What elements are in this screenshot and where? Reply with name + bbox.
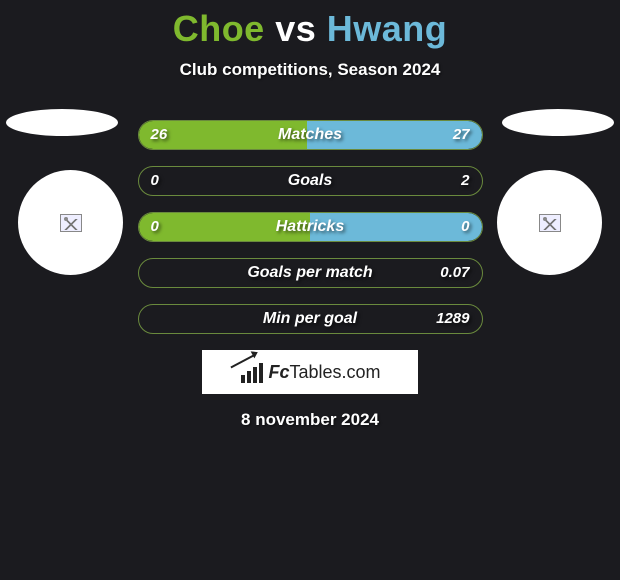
player1-avatar <box>18 170 123 275</box>
image-placeholder-icon <box>539 214 561 232</box>
brand-text: FcTables.com <box>268 362 380 383</box>
stat-value-left: 26 <box>151 121 168 149</box>
stat-bars: Matches2627Goals02Hattricks00Goals per m… <box>138 120 483 334</box>
stat-label: Min per goal <box>139 305 482 333</box>
stat-label: Hattricks <box>139 213 482 241</box>
stat-label: Goals <box>139 167 482 195</box>
stat-label: Goals per match <box>139 259 482 287</box>
stat-value-left: 0 <box>151 167 159 195</box>
player2-name: Hwang <box>327 8 448 49</box>
stat-row: Hattricks0 0 <box>138 212 483 242</box>
date-text: 8 november 2024 <box>0 410 620 430</box>
stat-value-right: 0 <box>461 213 469 241</box>
stat-label: Matches <box>139 121 482 149</box>
stat-value-right: 2 <box>461 167 469 195</box>
subtitle: Club competitions, Season 2024 <box>0 60 620 80</box>
stat-value-right: 0.07 <box>440 259 469 287</box>
stats-container: Matches2627Goals02Hattricks00Goals per m… <box>0 120 620 430</box>
stat-value-right: 27 <box>453 121 470 149</box>
player1-club-ellipse <box>6 109 118 136</box>
image-placeholder-icon <box>60 214 82 232</box>
stat-value-right: 1289 <box>436 305 469 333</box>
stat-value-left: 0 <box>151 213 159 241</box>
stat-row: Min per goal1289 <box>138 304 483 334</box>
player2-club-ellipse <box>502 109 614 136</box>
vs-text: vs <box>275 8 316 49</box>
comparison-title: Choe vs Hwang <box>0 0 620 50</box>
player1-name: Choe <box>173 8 265 49</box>
player2-avatar <box>497 170 602 275</box>
brand-chart-icon <box>239 361 265 383</box>
stat-row: Goals per match0.07 <box>138 258 483 288</box>
stat-row: Goals0 2 <box>138 166 483 196</box>
brand-badge: FcTables.com <box>202 350 418 394</box>
stat-row: Matches26 27 <box>138 120 483 150</box>
